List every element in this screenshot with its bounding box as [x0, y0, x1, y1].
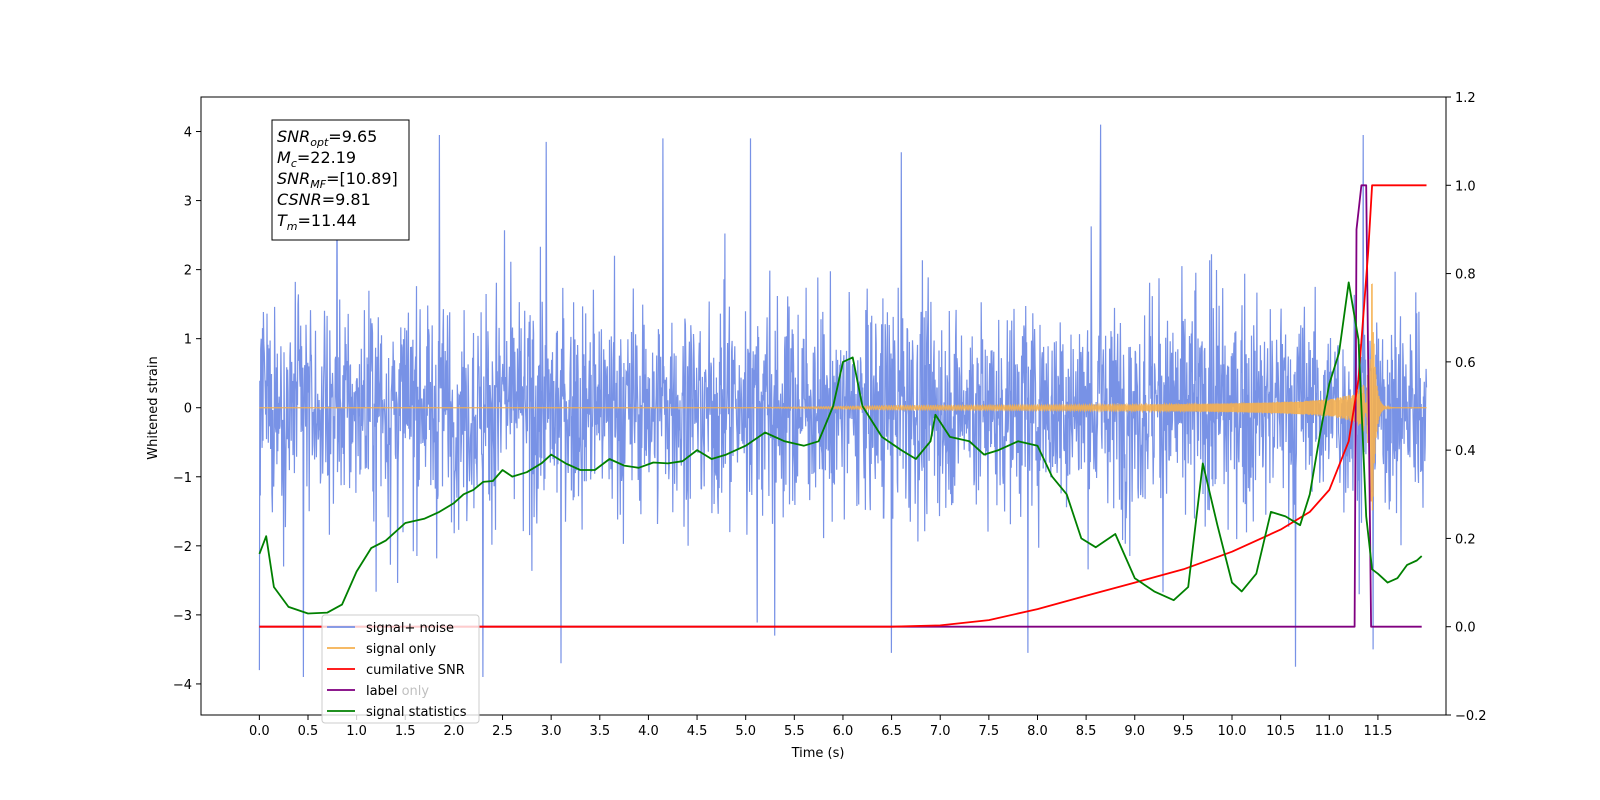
stat-line: Tm=11.44: [277, 211, 357, 233]
x-tick-label: 0.0: [249, 724, 270, 739]
x-tick-label: 10.0: [1218, 724, 1247, 739]
y-tick-label: −2: [173, 540, 192, 555]
x-tick-label: 1.5: [395, 724, 416, 739]
legend-label: signal+ noise: [366, 621, 454, 636]
stat-line: Mc=22.19: [277, 148, 356, 170]
x-tick-label: 11.5: [1363, 724, 1392, 739]
y-tick-label: 3: [184, 195, 192, 210]
y-tick-label: −4: [173, 678, 192, 693]
x-tick-label: 8.0: [1027, 724, 1048, 739]
legend-label: signal statistics: [366, 705, 467, 720]
y2-tick-label: 0.0: [1455, 621, 1476, 636]
y2-tick-label: 0.8: [1455, 268, 1476, 283]
stat-line: SNRMF=[10.89]: [277, 169, 398, 191]
y-tick-label: 1: [184, 333, 192, 348]
stat-line: CSNR=9.81: [277, 190, 371, 209]
y-tick-label: 0: [184, 402, 192, 417]
series-layer: [258, 124, 1428, 678]
x-tick-label: 5.5: [784, 724, 805, 739]
x-tick-label: 0.5: [298, 724, 319, 739]
legend-frame: [321, 614, 480, 724]
legend-entry: cumilative SNR: [327, 663, 465, 678]
y2-tick-label: 0.2: [1455, 532, 1476, 547]
legend-label: signal only: [366, 642, 436, 657]
legend-label: cumilative SNR: [366, 663, 465, 678]
x-tick-label: 9.0: [1124, 724, 1145, 739]
y-tick-label: 4: [184, 126, 192, 141]
x-tick-label: 6.0: [833, 724, 854, 739]
x-tick-label: 7.5: [979, 724, 1000, 739]
legend: signal+ noise signal only cumilative SNR la…: [321, 614, 480, 724]
y-tick-label: −1: [173, 471, 192, 486]
x-tick-label: 10.5: [1266, 724, 1295, 739]
y-tick-label: 2: [184, 264, 192, 279]
x-tick-label: 4.5: [687, 724, 708, 739]
legend-entry: signal statistics: [327, 705, 467, 720]
x-tick-label: 1.0: [346, 724, 367, 739]
stat-line: SNRopt=9.65: [277, 127, 377, 149]
y-axis-label: Whitened strain: [146, 356, 161, 459]
series-label: [259, 184, 1422, 628]
series-signal-noise: [258, 124, 1428, 678]
legend-entry: label: [327, 684, 397, 699]
plot-frame: [200, 96, 1447, 716]
y2-tick-label: −0.2: [1455, 709, 1487, 724]
legend-label: label: [366, 684, 397, 699]
x-tick-label: 2.5: [492, 724, 513, 739]
axis-ticks: 0.0 0.5 1.0 1.5 2.0 2.5 3.0 3.5 4.0 4.5 5.0 5.5 6.0 6…: [173, 91, 1487, 739]
x-tick-label: 5.0: [735, 724, 756, 739]
stats-box-frame: [271, 119, 410, 241]
stats-box: SNRopt=9.65Mc=22.19SNRMF=[10.89]CSNR=9.8…: [271, 119, 410, 241]
x-tick-label: 7.0: [930, 724, 951, 739]
series-signal-only: [259, 283, 1427, 511]
x-tick-label: 6.5: [881, 724, 902, 739]
y2-tick-label: 1.0: [1455, 179, 1476, 194]
legend-label: label only: [366, 684, 429, 699]
y2-tick-label: 1.2: [1455, 91, 1476, 106]
x-tick-label: 11.0: [1315, 724, 1344, 739]
y2-tick-label: 0.6: [1455, 356, 1476, 371]
legend-entry: signal only: [327, 642, 436, 657]
x-tick-label: 4.0: [638, 724, 659, 739]
x-tick-label: 3.0: [541, 724, 562, 739]
x-axis-label: Time (s): [791, 746, 845, 761]
series-cumulative-snr: [259, 184, 1427, 628]
plot-border: [200, 96, 1447, 716]
x-tick-label: 2.0: [444, 724, 465, 739]
x-tick-label: 3.5: [589, 724, 610, 739]
legend-entry: signal+ noise: [327, 621, 454, 636]
series-signal-statistics: [258, 281, 1423, 615]
x-tick-label: 9.5: [1173, 724, 1194, 739]
x-tick-label: 8.5: [1076, 724, 1097, 739]
y2-tick-label: 0.4: [1455, 444, 1476, 459]
y-tick-label: −3: [173, 609, 192, 624]
